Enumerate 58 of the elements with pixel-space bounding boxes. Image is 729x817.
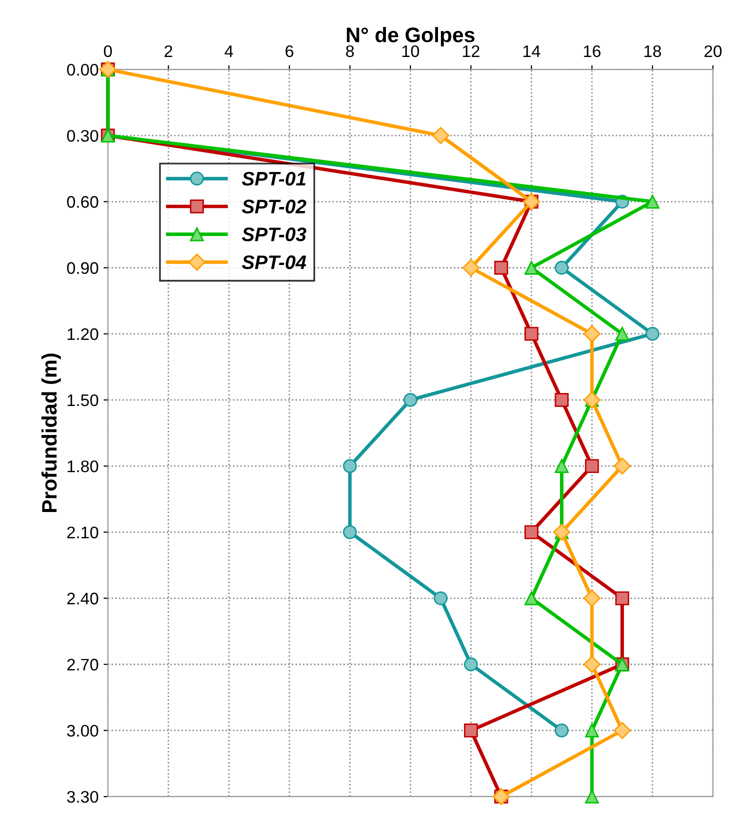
point [585,459,599,474]
point [494,260,508,275]
point [615,591,630,606]
y-tick-label: 3.30 [67,790,98,803]
legend-label: SPT-03 [242,228,306,242]
x-tick-label: 18 [644,45,661,58]
y-tick-label: 3.00 [67,724,98,737]
point [585,790,599,804]
point [342,525,357,540]
x-tick-label: 8 [346,45,354,58]
point [403,393,418,407]
y-tick-label: 1.50 [68,394,98,406]
point [614,458,631,475]
point [646,326,660,341]
point [585,724,599,738]
point [554,260,569,275]
point [524,525,538,540]
y-tick-label: 0.60 [67,196,98,208]
point [614,722,631,740]
point [583,590,600,607]
legend-label: SPT-04 [242,255,306,270]
y-tick-label: 2.40 [67,592,98,604]
y-tick-label: 2.10 [67,526,98,538]
point [434,591,448,606]
point [646,194,660,209]
point [524,260,538,275]
x-tick-label: 10 [402,45,420,58]
x-tick-label: 0 [104,45,112,58]
x-tick-label: 20 [704,45,722,58]
point [554,459,569,474]
point [583,325,600,342]
x-tick-label: 12 [462,45,480,57]
x-axis-title: N° de Golpes [346,27,475,46]
point [554,724,569,738]
y-tick-label: 0.30 [67,130,98,142]
point [615,326,630,341]
x-tick-label: 16 [584,45,600,58]
point [462,259,480,276]
y-tick-label: 2.70 [67,658,98,671]
x-tick-label: 4 [224,45,234,57]
point [524,326,538,341]
point [583,656,600,673]
y-tick-label: 0.00 [67,64,98,76]
x-tick-label: 6 [286,45,294,58]
x-tick-label: 14 [523,45,540,57]
point [554,393,569,407]
y-tick-label: 0.90 [67,262,98,274]
point [464,657,478,672]
y-tick-label: 1.80 [68,460,98,472]
legend-label: SPT-02 [242,200,306,214]
y-axis-title: Profundidad (m) [41,354,61,512]
legend-label: SPT-01 [242,172,306,186]
point [524,591,538,606]
x-tick-label: 2 [164,45,172,57]
point [432,126,450,144]
point [464,724,478,738]
y-tick-label: 1.20 [68,328,98,340]
point [342,459,357,474]
